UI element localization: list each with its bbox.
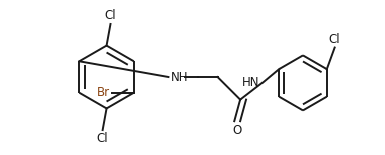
Text: HN: HN [242, 76, 260, 89]
Text: Cl: Cl [329, 33, 340, 46]
Text: NH: NH [171, 71, 188, 84]
Text: O: O [233, 124, 242, 137]
Text: Br: Br [97, 86, 110, 99]
Text: Cl: Cl [105, 9, 116, 22]
Text: Cl: Cl [97, 132, 109, 145]
